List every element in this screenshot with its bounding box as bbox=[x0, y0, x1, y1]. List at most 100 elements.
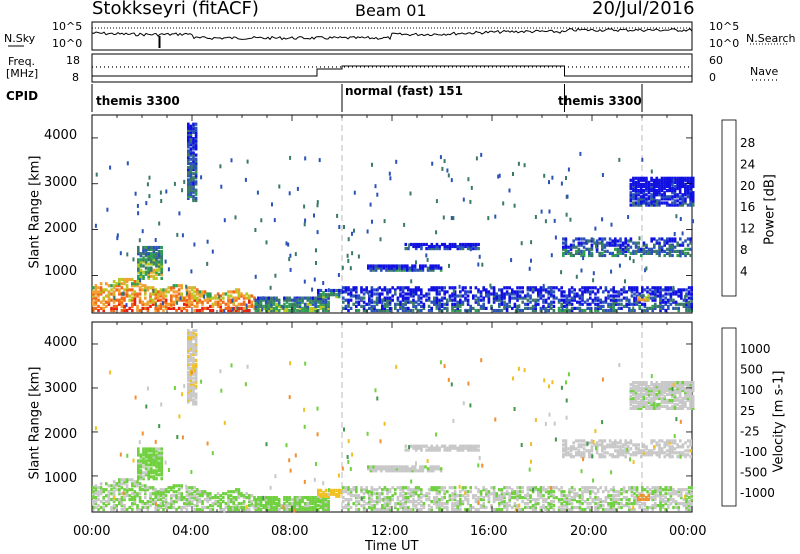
velocity-cell bbox=[633, 507, 636, 512]
velocity-cell bbox=[388, 498, 392, 502]
power-cell bbox=[94, 286, 98, 290]
power-cell bbox=[288, 308, 291, 313]
power-cell bbox=[144, 302, 147, 306]
velocity-cell bbox=[542, 488, 545, 492]
velocity-cell bbox=[622, 490, 626, 494]
velocity-cell bbox=[118, 492, 121, 496]
power-cell bbox=[203, 292, 207, 296]
velocity-cell bbox=[344, 490, 348, 494]
velocity-cell bbox=[150, 461, 153, 465]
power-cell bbox=[446, 308, 449, 313]
velocity-cell bbox=[257, 507, 260, 512]
power-cell bbox=[645, 197, 648, 201]
xtick-0: 00:00 bbox=[73, 524, 111, 539]
power-cell bbox=[209, 296, 212, 300]
power-cell bbox=[435, 298, 439, 302]
velocity-cell bbox=[646, 490, 649, 494]
power-cell bbox=[155, 254, 158, 258]
velocity-cell bbox=[327, 507, 330, 512]
power-cell bbox=[617, 294, 621, 298]
velocity-cell bbox=[677, 502, 680, 506]
power-cell bbox=[147, 270, 150, 274]
velocity-cell bbox=[654, 496, 657, 500]
power-cell bbox=[420, 247, 423, 251]
velocity-cell bbox=[396, 486, 400, 490]
velocity-cell bbox=[422, 494, 426, 498]
power-cell bbox=[421, 264, 425, 268]
power-cell bbox=[306, 308, 310, 313]
power-cell bbox=[669, 288, 673, 292]
power-cell bbox=[378, 308, 381, 313]
velocity-cell bbox=[578, 496, 582, 500]
power-cell bbox=[671, 180, 674, 184]
power-cell bbox=[615, 300, 618, 304]
velocity-cell bbox=[500, 507, 504, 512]
velocity-cell bbox=[125, 494, 129, 498]
power-cell bbox=[655, 203, 659, 207]
velocity-cell bbox=[381, 492, 384, 496]
power-cell bbox=[316, 300, 320, 304]
power-cell bbox=[678, 203, 682, 207]
velocity-cell bbox=[503, 486, 506, 490]
power-cell bbox=[317, 288, 320, 293]
power-cell bbox=[682, 304, 686, 308]
velocity-cell bbox=[107, 498, 111, 502]
power-cell bbox=[443, 242, 447, 247]
power-cell bbox=[652, 197, 656, 201]
velocity-cell bbox=[125, 492, 129, 496]
velocity-cell bbox=[365, 488, 368, 492]
power-cell bbox=[443, 244, 447, 249]
velocity-cell bbox=[518, 507, 522, 512]
velocity-cell bbox=[254, 502, 258, 506]
power-cell bbox=[593, 241, 596, 245]
velocity-cell bbox=[648, 492, 652, 496]
velocity-cell bbox=[99, 492, 103, 496]
velocity-cell bbox=[658, 449, 661, 453]
velocity-cell bbox=[421, 465, 425, 469]
date-title: 20/Jul/2016 bbox=[592, 0, 695, 19]
power-ytick-2000: 2000 bbox=[44, 221, 78, 236]
power-cell bbox=[206, 261, 209, 266]
power-cell bbox=[672, 178, 675, 183]
power-cell bbox=[608, 241, 612, 245]
velocity-cell bbox=[214, 502, 217, 506]
power-cell bbox=[322, 291, 325, 295]
power-cell bbox=[551, 175, 554, 180]
velocity-cell bbox=[492, 500, 496, 504]
power-cell bbox=[365, 302, 368, 306]
velocity-cell bbox=[661, 498, 665, 502]
velocity-cell bbox=[598, 455, 601, 459]
velocity-cell bbox=[590, 447, 594, 451]
power-cell bbox=[131, 277, 134, 282]
power-cell bbox=[187, 178, 190, 182]
power-cell bbox=[283, 296, 286, 300]
velocity-cell bbox=[399, 502, 402, 506]
power-cell bbox=[131, 282, 134, 286]
power-cell bbox=[192, 153, 195, 157]
power-cell bbox=[671, 189, 674, 193]
velocity-cell bbox=[327, 492, 330, 496]
velocity-cell bbox=[311, 507, 315, 512]
power-cell bbox=[639, 178, 643, 182]
power-cell bbox=[658, 201, 661, 205]
power-cell bbox=[403, 264, 406, 268]
velocity-cell bbox=[327, 502, 330, 506]
power-cell bbox=[194, 188, 198, 192]
power-cell bbox=[565, 294, 569, 298]
power-cell bbox=[637, 199, 640, 203]
velocity-cell bbox=[150, 453, 153, 457]
velocity-cell bbox=[612, 502, 615, 506]
velocity-cell bbox=[152, 459, 156, 463]
velocity-cell bbox=[193, 490, 196, 494]
power-cell bbox=[372, 264, 375, 268]
velocity-cell bbox=[602, 504, 605, 508]
velocity-cell bbox=[298, 500, 302, 504]
velocity-cell bbox=[237, 494, 241, 498]
power-cell bbox=[666, 239, 669, 243]
velocity-cell bbox=[659, 492, 662, 496]
power-cell bbox=[164, 259, 167, 264]
power-cell bbox=[102, 302, 105, 306]
velocity-cell bbox=[526, 488, 530, 492]
velocity-cell bbox=[417, 486, 420, 490]
power-cell bbox=[154, 288, 157, 292]
